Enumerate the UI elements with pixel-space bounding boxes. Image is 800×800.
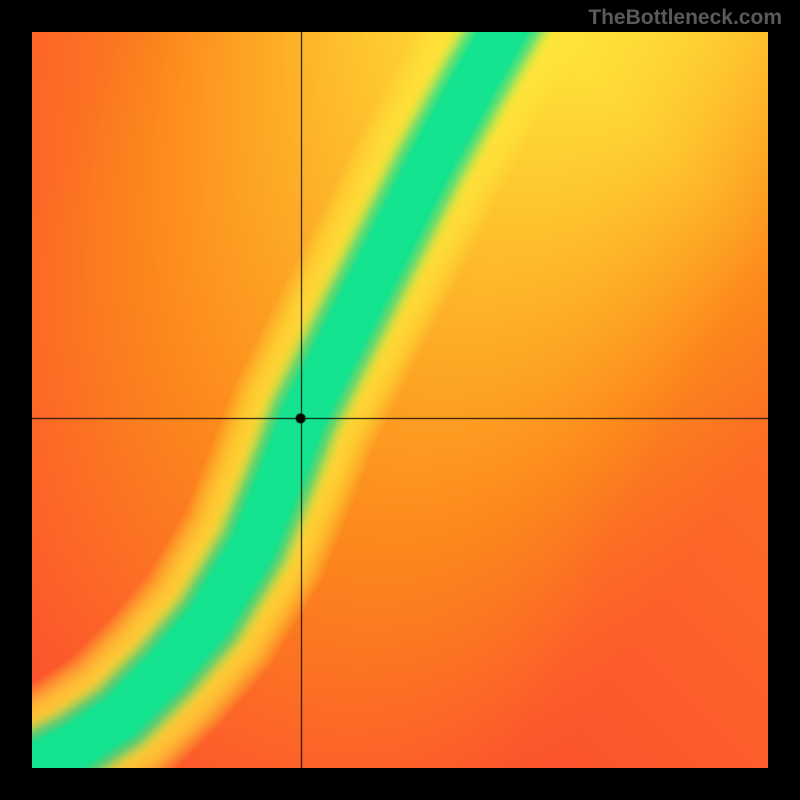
bottleneck-heatmap	[32, 32, 768, 768]
heatmap-canvas	[32, 32, 768, 768]
watermark-text: TheBottleneck.com	[588, 6, 782, 30]
